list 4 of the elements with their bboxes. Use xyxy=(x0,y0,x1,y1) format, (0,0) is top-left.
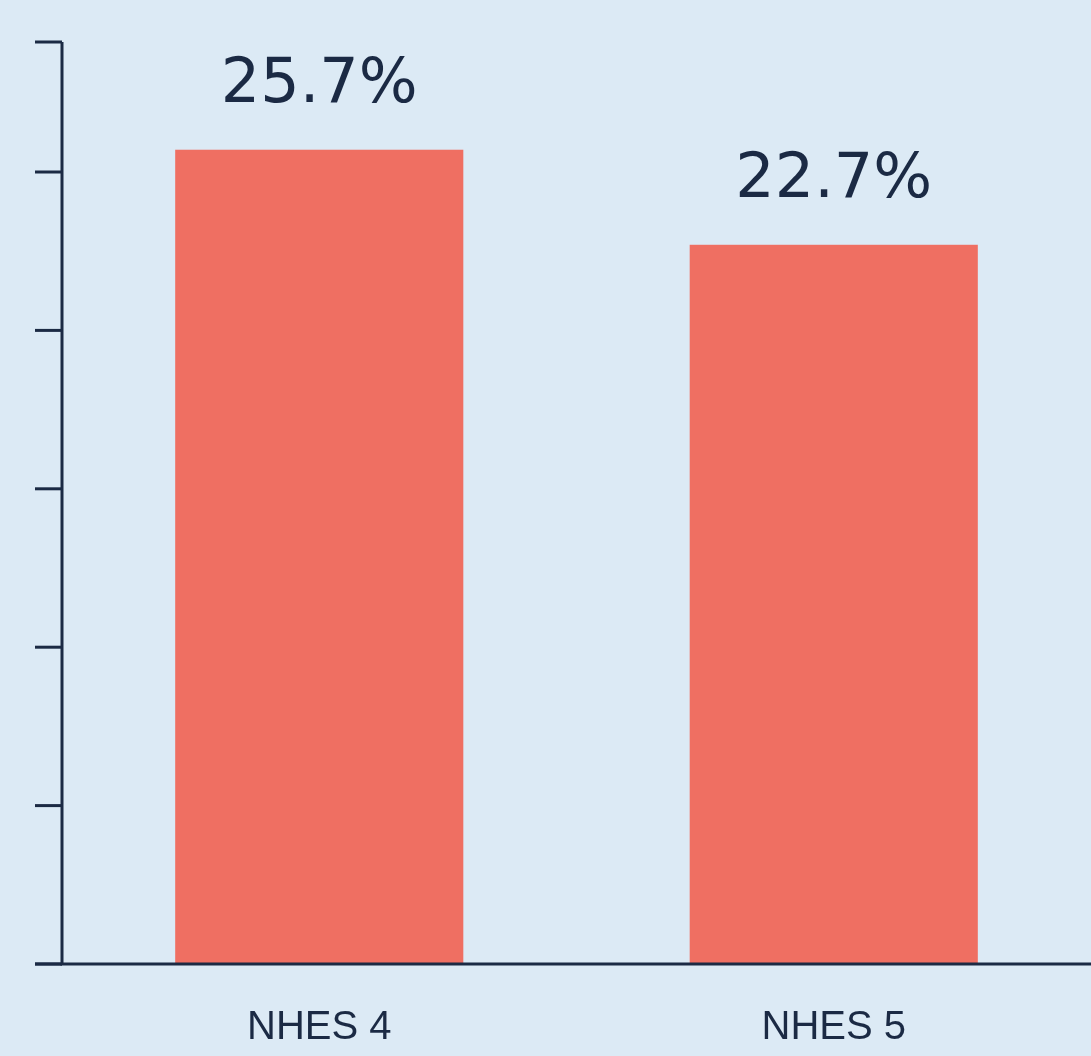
x-tick-label: NHES 5 xyxy=(761,1003,906,1047)
x-tick-label: NHES 4 xyxy=(247,1003,392,1047)
data-label: 22.7% xyxy=(735,138,933,212)
data-label: 25.7% xyxy=(220,43,418,117)
